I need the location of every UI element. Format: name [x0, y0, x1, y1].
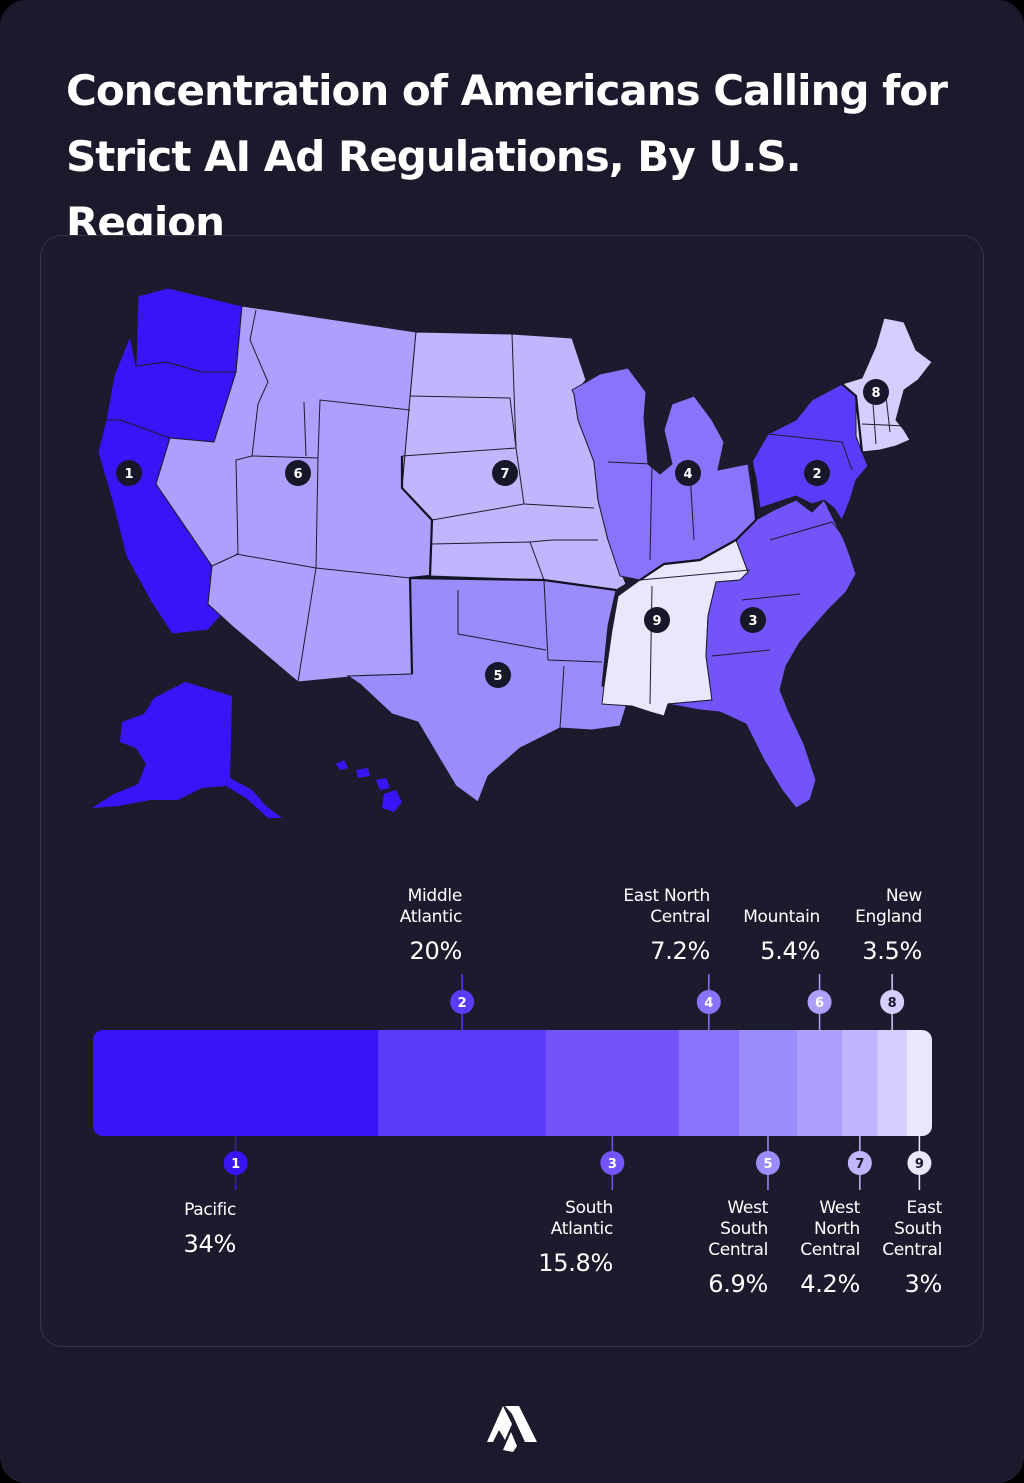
region-west-south-central [346, 577, 631, 803]
region-percent: 3.5% [862, 937, 922, 965]
map-marker-label: 5 [493, 669, 502, 684]
legend-middle-atlantic: Middle Atlantic 20% [362, 886, 463, 966]
map-marker [675, 460, 701, 486]
region-name: Middle Atlantic [399, 886, 463, 927]
bar-marker [880, 990, 905, 1014]
region-middle-atlantic [751, 383, 869, 522]
alaska-shape [92, 682, 282, 818]
bar-marker [755, 1151, 780, 1175]
map-marker-label: 7 [500, 467, 509, 482]
hawaii-shape [336, 760, 402, 812]
region-percent: 3% [904, 1270, 943, 1298]
bar-segment [93, 1030, 379, 1136]
legend-east-south-central: East South Central 3% [842, 1198, 942, 1299]
bar-marker-label: 5 [763, 1157, 772, 1172]
region-percent: 15.8% [538, 1249, 613, 1277]
map-marker [740, 607, 766, 633]
map-marker [485, 662, 511, 688]
map-marker [644, 607, 670, 633]
bar-marker-label: 2 [458, 996, 467, 1011]
legend-south-atlantic: South Atlantic 15.8% [512, 1198, 613, 1278]
region-name: West South Central [708, 1198, 768, 1260]
bar-marker [600, 1151, 625, 1175]
map-marker [492, 460, 518, 486]
bar-segment [678, 1030, 740, 1136]
legend-new-england: New England 3.5% [822, 886, 922, 966]
bar-marker-label: 3 [608, 1157, 617, 1172]
bar-marker [907, 1151, 932, 1175]
legend-west-north-central: West North Central 4.2% [760, 1198, 860, 1299]
bar-segment [906, 1030, 932, 1136]
region-name: New England [855, 886, 922, 927]
map-marker-label: 4 [683, 467, 692, 482]
map-marker-label: 1 [124, 467, 133, 482]
bar-marker-label: 6 [815, 996, 824, 1011]
region-name: Mountain [743, 907, 820, 927]
map-marker [285, 460, 311, 486]
page-title: Concentration of Americans Calling for S… [66, 66, 948, 247]
bar-marker [450, 990, 475, 1014]
region-percent: 7.2% [650, 937, 710, 965]
map-marker-label: 8 [871, 386, 880, 401]
map-marker [863, 379, 889, 405]
map-marker-label: 2 [812, 467, 821, 482]
region-name: West North Central [800, 1198, 860, 1260]
bar-marker [807, 990, 832, 1014]
brand-logo-icon [487, 1406, 537, 1452]
stacked-bar: 1 2 3 4 5 6 7 8 9 [93, 974, 932, 1190]
region-outlines [400, 383, 864, 675]
bar-marker-label: 4 [704, 996, 713, 1011]
region-percent: 6.9% [708, 1270, 768, 1298]
bar-marker [696, 990, 721, 1014]
map-marker-label: 3 [748, 614, 757, 629]
bar-segment [546, 1030, 680, 1136]
state-borders [211, 309, 907, 729]
washington-shape [135, 287, 243, 373]
region-new-england [840, 317, 933, 453]
bar-segment [739, 1030, 798, 1136]
map-markers: 1 2 3 4 5 6 7 8 9 [116, 379, 889, 688]
region-name: East North Central [623, 886, 710, 927]
bar-marker [223, 1151, 248, 1175]
region-percent: 5.4% [760, 937, 820, 965]
legend-west-south-central: West South Central 6.9% [668, 1198, 768, 1299]
map-marker-label: 6 [293, 467, 302, 482]
legend-pacific: Pacific 34% [136, 1200, 237, 1259]
bar-marker-label: 9 [915, 1157, 924, 1172]
map-marker [116, 460, 142, 486]
region-south-atlantic [667, 499, 857, 809]
bar-marker-label: 1 [231, 1157, 240, 1172]
region-east-north-central [571, 367, 757, 581]
map-marker-label: 9 [652, 614, 661, 629]
bar-segment [877, 1030, 908, 1136]
bar-marker-label: 8 [888, 996, 897, 1011]
bar-marker [847, 1151, 872, 1175]
region-percent: 20% [409, 937, 463, 965]
region-name: Pacific [184, 1200, 236, 1220]
bar-segment [378, 1030, 547, 1136]
region-name: East South Central [882, 1198, 942, 1260]
bar-marker-label: 7 [855, 1157, 864, 1172]
legend-mountain: Mountain 5.4% [720, 907, 820, 966]
region-west-north-central [401, 331, 627, 591]
region-name: South Atlantic [550, 1198, 614, 1239]
region-percent: 4.2% [800, 1270, 860, 1298]
bar-segment [842, 1030, 878, 1136]
map-marker [804, 460, 830, 486]
bar-segment [796, 1030, 843, 1136]
legend-east-north-central: East North Central 7.2% [600, 886, 710, 966]
region-percent: 34% [183, 1230, 237, 1258]
